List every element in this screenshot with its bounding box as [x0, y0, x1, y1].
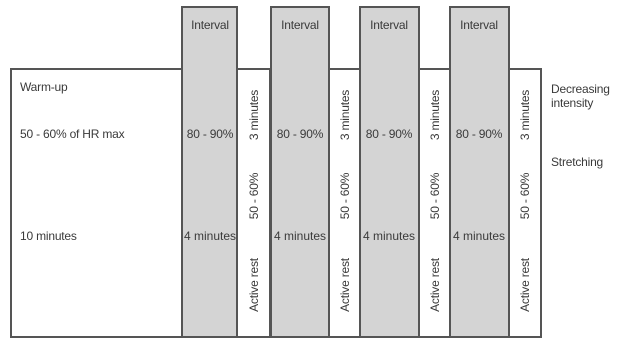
rest-box-2: [328, 68, 361, 338]
rest-label-2: Active rest: [338, 258, 352, 312]
rest-intensity-2: 50 - 60%: [338, 172, 352, 220]
interval-box-3: [359, 6, 420, 338]
interval-header-2: Interval: [281, 18, 319, 32]
cooldown-decreasing-intensity: Decreasing intensity: [551, 82, 610, 110]
interval-intensity-4: 80 - 90%: [455, 127, 503, 141]
interval-duration-4: 4 minutes: [452, 229, 506, 243]
interval-intensity-1: 80 - 90%: [186, 127, 234, 141]
rest-intensity-3: 50 - 60%: [428, 172, 442, 220]
warmup-title: Warm-up: [20, 80, 68, 94]
rest-intensity-1: 50 - 60%: [247, 172, 261, 220]
warmup-duration: 10 minutes: [20, 229, 77, 243]
rest-box-3: [418, 68, 451, 338]
interval-box-2: [270, 6, 330, 338]
rest-duration-2: 3 minutes: [338, 89, 352, 141]
rest-duration-4: 3 minutes: [518, 89, 532, 141]
warmup-intensity: 50 - 60% of HR max: [20, 127, 125, 141]
cooldown-stretching: Stretching: [551, 155, 604, 169]
interval-header-3: Interval: [370, 18, 408, 32]
rest-label-4: Active rest: [518, 258, 532, 312]
warmup-box: [10, 68, 183, 338]
rest-duration-1: 3 minutes: [247, 89, 261, 141]
interval-header-1: Interval: [191, 18, 229, 32]
interval-duration-2: 4 minutes: [273, 229, 327, 243]
interval-box-4: [449, 6, 510, 338]
interval-box-1: [181, 6, 238, 338]
interval-intensity-3: 80 - 90%: [365, 127, 413, 141]
rest-intensity-4: 50 - 60%: [518, 172, 532, 220]
interval-intensity-2: 80 - 90%: [276, 127, 324, 141]
interval-duration-1: 4 minutes: [183, 229, 237, 243]
rest-duration-3: 3 minutes: [428, 89, 442, 141]
interval-header-4: Interval: [460, 18, 498, 32]
rest-label-3: Active rest: [428, 258, 442, 312]
interval-duration-3: 4 minutes: [362, 229, 416, 243]
rest-label-1: Active rest: [247, 258, 261, 312]
rest-box-4: [508, 68, 542, 338]
